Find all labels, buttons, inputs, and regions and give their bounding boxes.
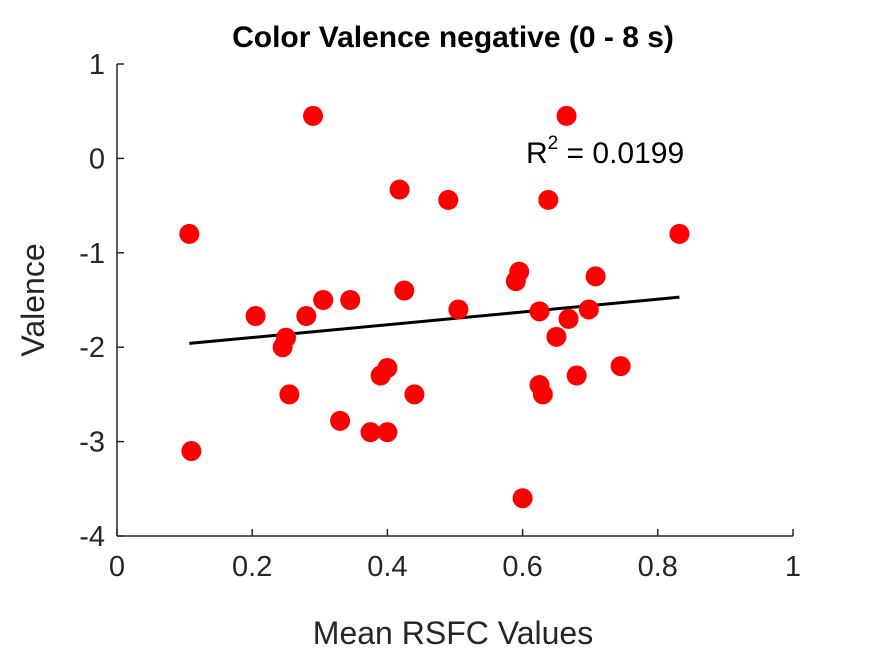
- data-point: [296, 306, 317, 327]
- data-point: [313, 290, 334, 310]
- data-point: [330, 410, 351, 431]
- x-tick-label: 0.8: [638, 551, 678, 583]
- data-point: [529, 301, 550, 322]
- data-point: [585, 266, 606, 287]
- data-point: [558, 308, 579, 329]
- data-point: [303, 105, 324, 126]
- data-point: [377, 422, 398, 443]
- data-point: [360, 422, 381, 443]
- data-point: [512, 488, 533, 509]
- data-point: [669, 223, 690, 244]
- data-point: [538, 189, 559, 210]
- x-tick-label: 0: [109, 551, 125, 583]
- r-squared-annotation: R2 = 0.0199: [526, 133, 684, 170]
- data-point: [181, 441, 202, 462]
- y-tick-label: -3: [79, 427, 105, 459]
- data-point: [566, 365, 587, 386]
- x-tick-label: 0.4: [367, 551, 407, 583]
- data-point: [179, 223, 200, 244]
- x-axis-label: Mean RSFC Values: [313, 615, 593, 651]
- y-tick-label: -2: [79, 332, 105, 364]
- x-tick-label: 0.6: [502, 551, 542, 583]
- data-point: [610, 356, 631, 377]
- data-point: [404, 384, 425, 405]
- data-point: [276, 327, 296, 348]
- y-tick-label: -4: [79, 521, 105, 553]
- data-point: [438, 189, 459, 210]
- y-tick-label: 1: [89, 49, 105, 81]
- y-tick-label: 0: [89, 143, 105, 175]
- x-tick-label: 0.2: [232, 551, 272, 583]
- data-point: [556, 105, 577, 126]
- data-point: [394, 280, 415, 301]
- r-squared-superscript: 2: [548, 133, 559, 154]
- y-axis-label: Valence: [15, 243, 51, 356]
- y-tick-label: -1: [79, 238, 105, 270]
- r-squared-value: = 0.0199: [558, 137, 684, 170]
- data-point: [377, 357, 398, 378]
- data-point: [509, 261, 530, 282]
- data-point: [448, 299, 469, 320]
- x-tick-label: 1: [785, 551, 801, 583]
- data-point: [245, 306, 266, 327]
- data-point: [389, 179, 410, 200]
- regression-line: [189, 295, 680, 345]
- chart-title: Color Valence negative (0 - 8 s): [232, 21, 674, 54]
- data-point: [578, 299, 599, 320]
- data-point: [532, 384, 553, 405]
- r-squared-prefix: R: [526, 137, 548, 170]
- data-point: [279, 384, 300, 405]
- data-point: [340, 290, 361, 310]
- data-point: [546, 326, 567, 347]
